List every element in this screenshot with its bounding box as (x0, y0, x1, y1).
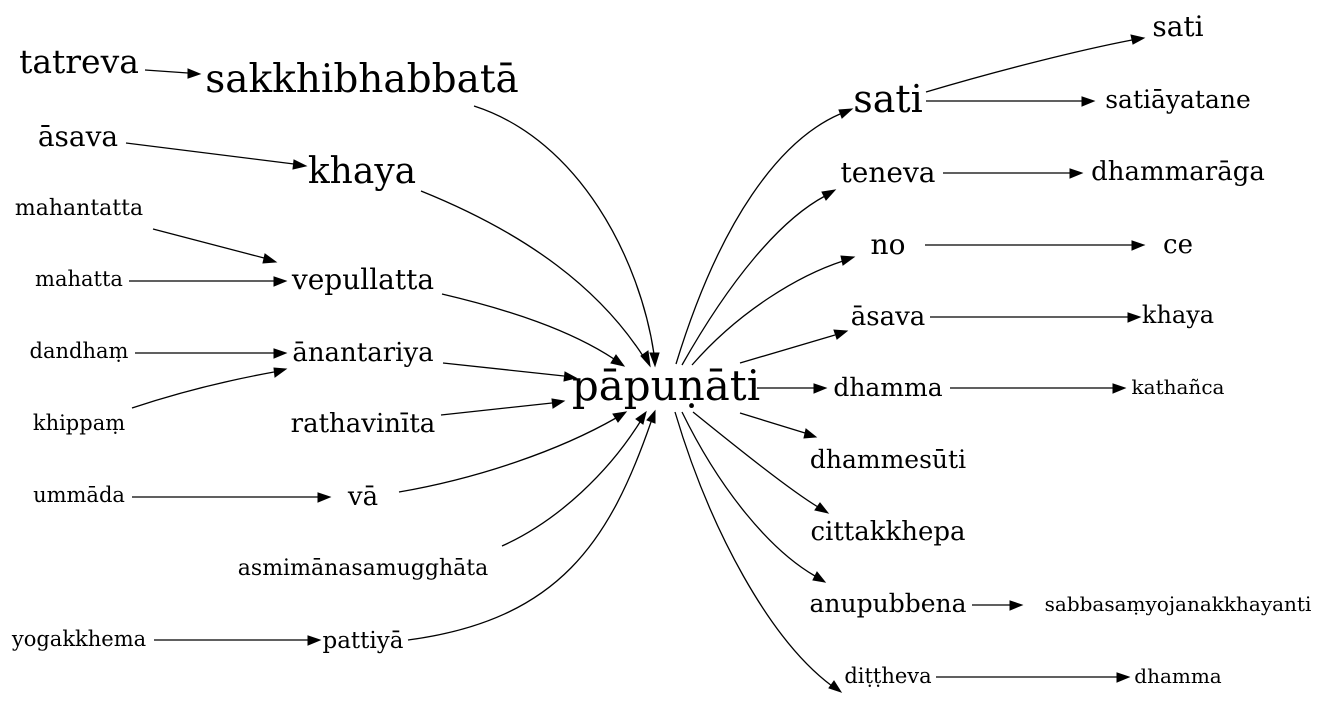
edge-khaya-papunati (420, 190, 651, 368)
edge-anupubbena-sabbasamyojana (972, 600, 1024, 611)
edge-mahantatta-vepullatta (152, 228, 278, 264)
edge-pattiya-papunati (407, 409, 656, 641)
node-yogakkhema: yogakkhema (11, 627, 146, 651)
edge-ummada-va (132, 492, 332, 503)
edge-dandham-anantariya (135, 348, 288, 359)
node-anupubbena: anupubbena (809, 589, 966, 618)
node-khaya-right: khaya (1142, 301, 1214, 329)
edge-dhamma-kathanca (950, 383, 1127, 394)
node-pattiya: pattiyā (323, 628, 404, 654)
edges (125, 34, 1146, 693)
node-khippam: khippaṃ (33, 411, 125, 435)
edge-papunati-cittakkhepa (692, 411, 830, 514)
node-sati: sati (853, 77, 923, 121)
node-asava-left: āsava (38, 120, 118, 153)
node-asmimana: asmimānasamugghāta (238, 556, 488, 581)
node-mahantatta: mahantatta (15, 196, 143, 221)
edge-asava-khaya-right (930, 312, 1142, 323)
edge-papunati-dhammesuti (739, 412, 818, 439)
node-anantariya: ānantariya (292, 338, 433, 368)
node-dhamma: dhamma (833, 373, 942, 402)
node-tatreva: tatreva (19, 42, 139, 81)
node-sabbasamyojana: sabbasaṃyojanakkhayanti (1045, 592, 1312, 616)
edge-papunati-asava (739, 329, 849, 364)
node-dittheva: diṭṭheva (844, 664, 931, 688)
edge-teneva-dhammaraga (943, 168, 1084, 179)
edge-anantariya-papunati (442, 362, 578, 382)
edge-mahatta-vepullatta (129, 276, 288, 287)
node-dhammesuti: dhammesūti (810, 445, 966, 474)
edge-dittheva-dhamma (936, 672, 1131, 683)
node-dandham: dandhaṃ (30, 339, 129, 363)
edge-sakkhibhabbata-papunati (473, 105, 660, 368)
edge-papunati-sati (675, 108, 854, 365)
edge-papunati-dittheva (674, 411, 843, 693)
edge-asmimana-papunati (501, 410, 647, 547)
node-sakkhibhabbata: sakkhibhabbatā (205, 57, 519, 102)
node-no: no (871, 228, 906, 261)
node-dhammaraga: dhammarāga (1091, 157, 1265, 187)
node-satiayatane: satiāyatane (1105, 85, 1251, 114)
edge-sati-sati (925, 34, 1146, 93)
node-asava-right: āsava (851, 302, 926, 332)
edge-vepullatta-papunati (441, 293, 626, 367)
node-va: vā (347, 482, 378, 512)
node-rathavinita: rathavinīta (291, 409, 436, 439)
node-vepullatta: vepullatta (291, 263, 434, 296)
node-ce: ce (1163, 230, 1193, 260)
edge-rathavinita-papunati (440, 398, 566, 416)
edge-tatreva-sakkhibhabbata (144, 68, 202, 79)
edge-yogakkhema-pattiya (154, 635, 322, 646)
edge-papunati-teneva (681, 189, 837, 366)
node-dhamma-right: dhamma (1134, 664, 1222, 688)
edge-va-papunati (398, 411, 628, 493)
edge-papunati-no (691, 255, 856, 366)
node-sati-top: sati (1152, 10, 1203, 43)
edge-papunati-dhamma (757, 383, 828, 394)
edge-no-ce (925, 240, 1146, 251)
edge-papunati-anupubbena (681, 411, 827, 583)
node-kathanca: kathañca (1132, 375, 1225, 399)
edge-sati-satiayatane (926, 96, 1096, 107)
nodes: tatreva sakkhibhabbatā āsava khaya mahan… (11, 10, 1312, 688)
node-ummada: ummāda (33, 483, 125, 507)
node-papunati: pāpuṇāti (572, 361, 760, 410)
node-mahatta: mahatta (35, 267, 123, 291)
node-khaya-left: khaya (308, 151, 416, 192)
node-teneva: teneva (841, 156, 936, 189)
edge-asava-khaya (125, 142, 308, 170)
node-cittakkhepa: cittakkhepa (810, 517, 965, 547)
edge-khippam-anantariya (131, 367, 288, 409)
